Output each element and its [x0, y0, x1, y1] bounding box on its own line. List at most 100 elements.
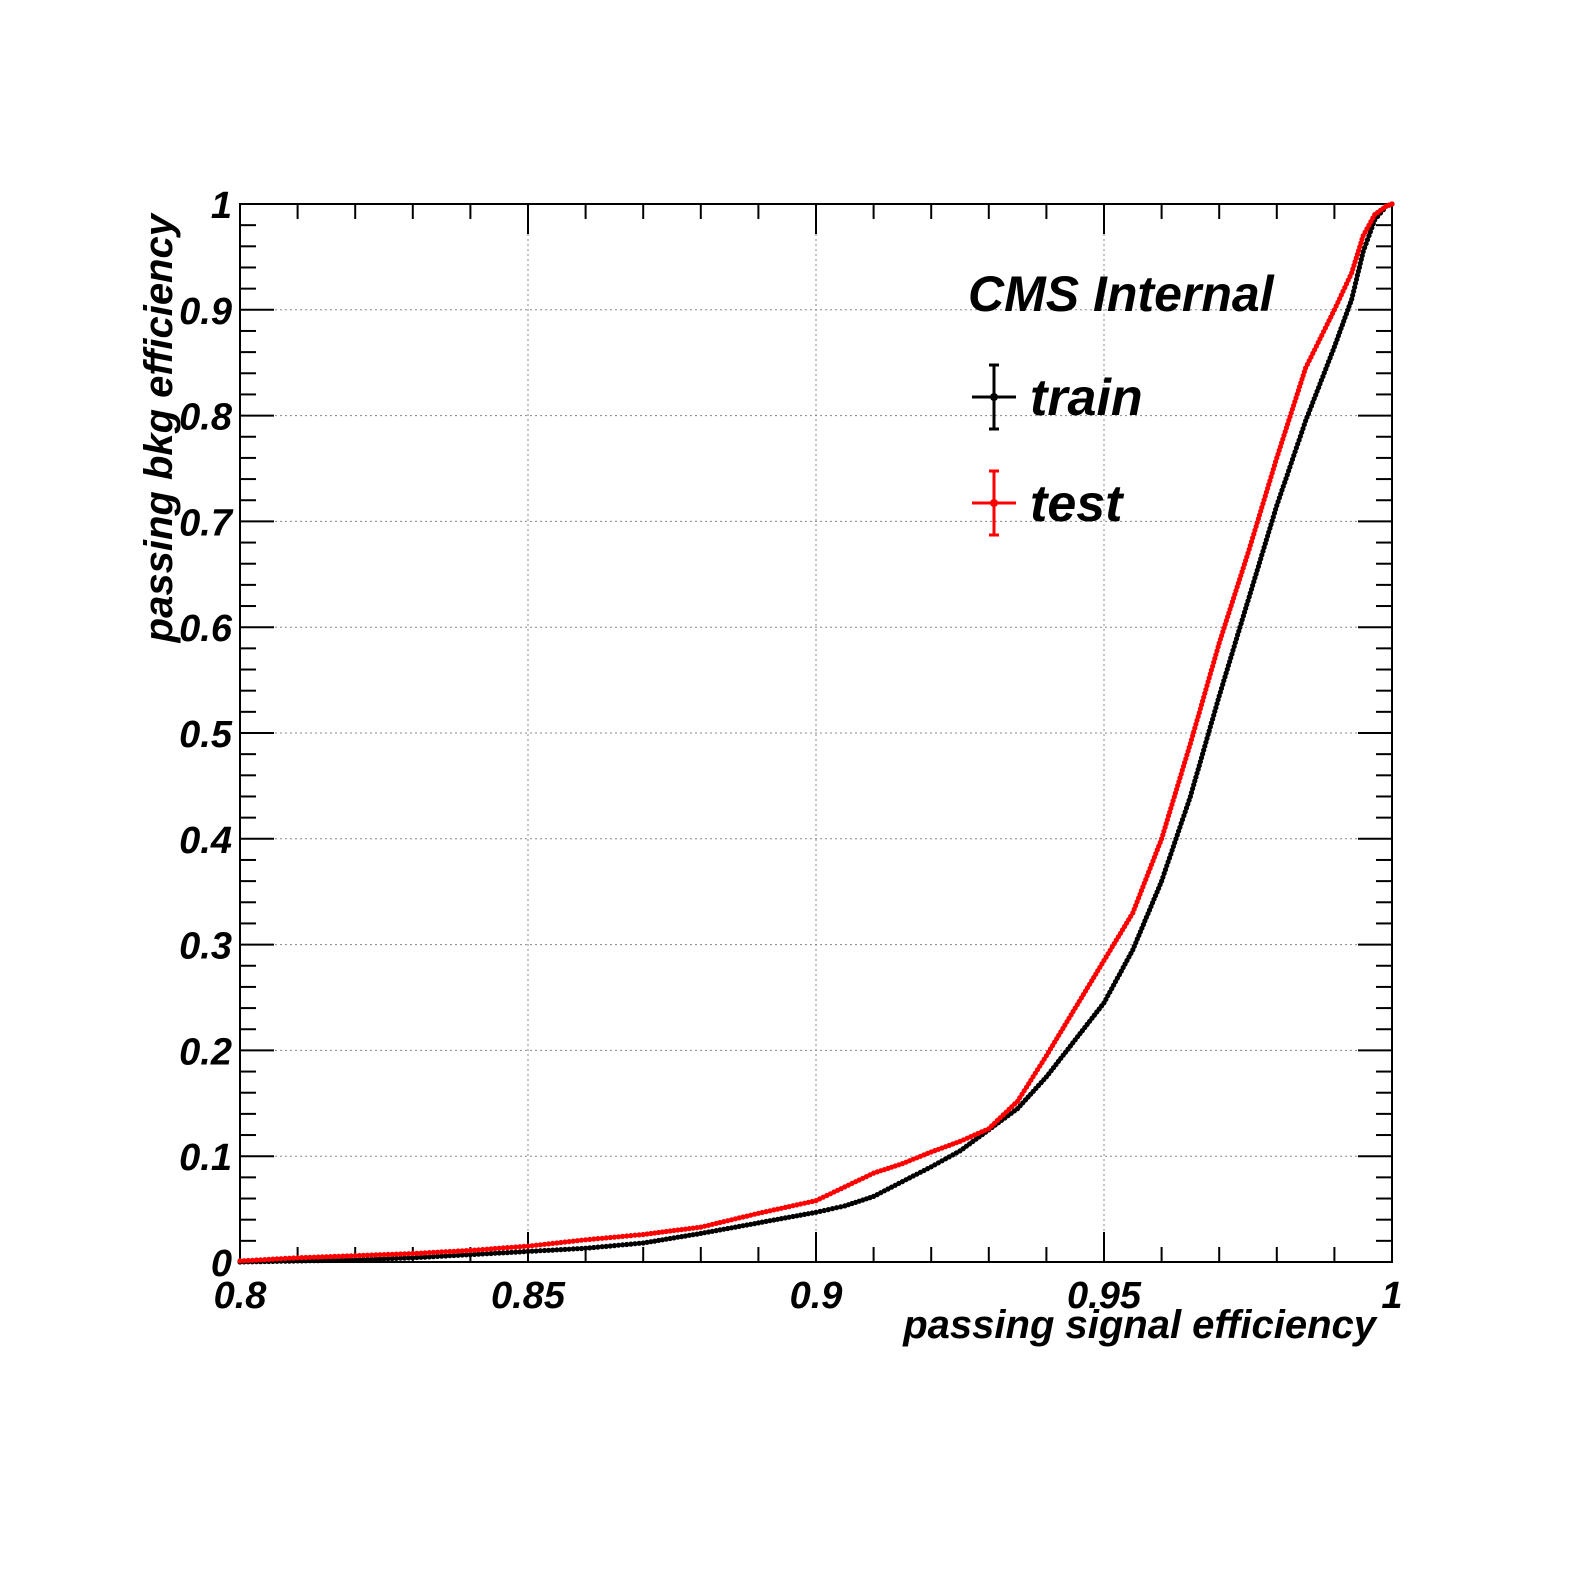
- data-point-train: [1231, 643, 1237, 650]
- series-layer: [237, 201, 1395, 1265]
- data-point-test: [686, 1226, 692, 1232]
- data-point-test: [434, 1249, 441, 1255]
- data-point-test: [786, 1204, 792, 1210]
- data-point-train: [315, 1258, 321, 1264]
- data-point-test: [290, 1255, 297, 1261]
- data-point-test: [740, 1214, 746, 1220]
- data-point-train: [1360, 249, 1366, 255]
- data-point-test: [1187, 741, 1193, 747]
- data-point-train: [1196, 763, 1202, 769]
- data-point-test: [517, 1244, 523, 1250]
- data-point-test: [690, 1225, 696, 1231]
- x-axis-title: passing signal efficiency: [902, 1303, 1378, 1347]
- data-point-train: [690, 1232, 696, 1238]
- data-point-test: [1188, 737, 1195, 743]
- y-tick-label: 0.9: [179, 291, 232, 333]
- data-point-train: [663, 1236, 669, 1242]
- data-point-test: [1256, 512, 1263, 518]
- data-point-train: [574, 1246, 581, 1252]
- data-point-train: [1182, 809, 1188, 815]
- data-point-train: [829, 1206, 836, 1212]
- data-point-test: [1193, 721, 1199, 727]
- data-point-test: [805, 1199, 811, 1205]
- data-point-train: [434, 1253, 441, 1259]
- data-point-train: [504, 1250, 510, 1256]
- data-point-test: [1203, 686, 1209, 693]
- data-point-test: [721, 1219, 727, 1225]
- data-point-train: [439, 1253, 445, 1259]
- data-point-train: [1284, 472, 1290, 478]
- data-point-train: [595, 1244, 601, 1250]
- data-point-train: [1213, 705, 1219, 711]
- data-point-train: [759, 1219, 765, 1225]
- data-point-train: [1278, 491, 1284, 497]
- x-tick-label: 0.9: [790, 1275, 843, 1317]
- data-point-train: [817, 1208, 823, 1214]
- data-point-test: [529, 1243, 535, 1249]
- data-point-train: [525, 1248, 531, 1254]
- data-point-test: [389, 1251, 395, 1257]
- data-point-train: [652, 1238, 658, 1244]
- data-point-test: [659, 1229, 666, 1235]
- data-point-train: [360, 1257, 366, 1263]
- data-point-test: [1211, 659, 1217, 666]
- data-point-train: [373, 1256, 379, 1262]
- data-point-train: [1201, 747, 1207, 753]
- data-point-train: [821, 1207, 827, 1214]
- data-point-test: [315, 1254, 321, 1260]
- data-point-train: [1187, 793, 1193, 800]
- data-point-test: [237, 1258, 243, 1264]
- cms-internal-annotation: CMS Internal: [968, 266, 1275, 322]
- data-point-test: [282, 1255, 288, 1261]
- data-point-test: [702, 1223, 708, 1229]
- data-point-train: [1357, 260, 1363, 267]
- data-point-train: [786, 1214, 792, 1220]
- data-point-train: [632, 1241, 638, 1247]
- data-point-train: [443, 1253, 449, 1259]
- legend-label: test: [1030, 475, 1125, 533]
- data-point-train: [529, 1248, 535, 1254]
- data-point-test: [381, 1252, 387, 1258]
- data-point-train: [1355, 268, 1361, 274]
- data-point-test: [352, 1253, 358, 1259]
- data-point-test: [447, 1248, 453, 1255]
- data-point-train: [1193, 774, 1199, 780]
- data-point-test: [694, 1225, 700, 1231]
- data-point-train: [1280, 483, 1286, 489]
- data-point-test: [430, 1249, 436, 1255]
- data-point-test: [484, 1246, 490, 1252]
- data-point-test: [492, 1245, 498, 1252]
- data-point-test: [1389, 201, 1395, 207]
- data-point-train: [1295, 441, 1301, 447]
- data-point-train: [587, 1245, 593, 1251]
- data-point-test: [778, 1205, 785, 1211]
- data-point-test: [344, 1253, 350, 1259]
- data-point-test: [270, 1256, 276, 1262]
- data-point-test: [1197, 706, 1203, 712]
- series-test: [237, 201, 1395, 1264]
- data-point-train: [508, 1249, 515, 1255]
- data-point-test: [340, 1253, 346, 1259]
- data-point-train: [778, 1216, 785, 1222]
- data-point-train: [397, 1255, 404, 1261]
- data-point-train: [513, 1249, 519, 1255]
- data-point-test: [1191, 729, 1197, 735]
- data-point-train: [570, 1246, 576, 1252]
- x-tick-label: 0.85: [491, 1275, 566, 1317]
- data-point-test: [414, 1250, 420, 1256]
- data-point-train: [406, 1255, 412, 1261]
- data-point-test: [583, 1237, 589, 1243]
- data-point-test: [671, 1227, 677, 1234]
- data-point-train: [1367, 229, 1373, 235]
- data-point-test: [253, 1257, 260, 1263]
- data-point-test: [1207, 671, 1213, 677]
- data-point-test: [748, 1212, 754, 1218]
- data-point-train: [1354, 272, 1360, 278]
- data-point-train: [1258, 556, 1264, 562]
- y-tick-label: 0.4: [179, 820, 232, 862]
- data-point-train: [381, 1256, 387, 1262]
- data-point-train: [385, 1256, 391, 1262]
- data-point-train: [628, 1241, 634, 1247]
- data-point-train: [1191, 782, 1197, 788]
- data-point-train: [709, 1228, 715, 1234]
